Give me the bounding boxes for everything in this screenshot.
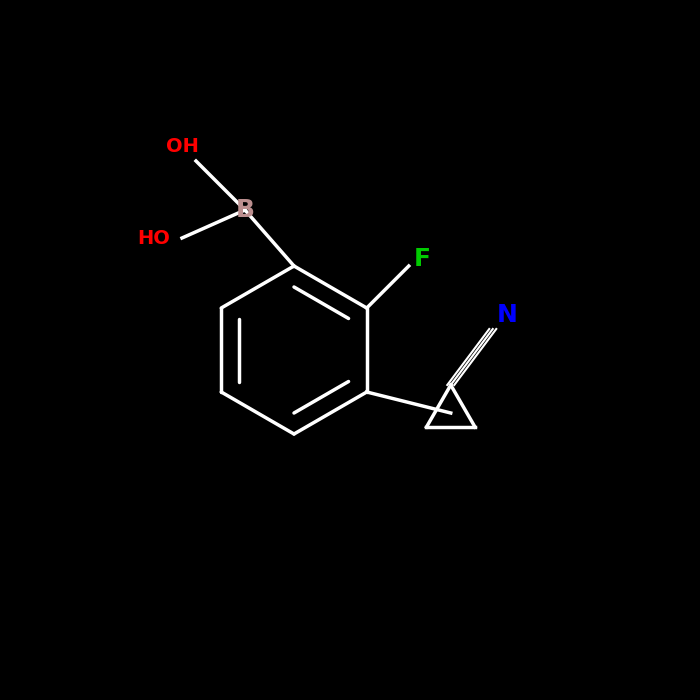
Text: OH: OH xyxy=(166,137,198,157)
Text: HO: HO xyxy=(138,228,170,248)
Text: F: F xyxy=(414,247,431,271)
Text: B: B xyxy=(235,198,255,222)
Text: N: N xyxy=(496,303,517,327)
